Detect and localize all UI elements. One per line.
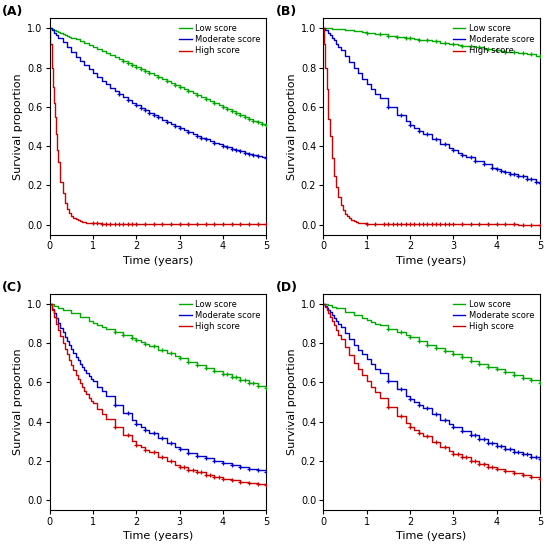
- Legend: Low score, Moderate score, High score: Low score, Moderate score, High score: [176, 21, 264, 59]
- Legend: Low score, Moderate score, High score: Low score, Moderate score, High score: [176, 296, 264, 334]
- Text: (D): (D): [276, 281, 298, 294]
- Legend: Low score, Moderate score, High score: Low score, Moderate score, High score: [449, 21, 537, 59]
- X-axis label: Time (years): Time (years): [397, 256, 467, 266]
- Legend: Low score, Moderate score, High score: Low score, Moderate score, High score: [449, 296, 537, 334]
- Text: (C): (C): [2, 281, 23, 294]
- Y-axis label: Survival proportion: Survival proportion: [13, 349, 23, 455]
- X-axis label: Time (years): Time (years): [123, 256, 193, 266]
- Y-axis label: Survival proportion: Survival proportion: [287, 349, 296, 455]
- Text: (A): (A): [2, 5, 23, 19]
- Y-axis label: Survival proportion: Survival proportion: [13, 73, 23, 180]
- X-axis label: Time (years): Time (years): [397, 531, 467, 541]
- X-axis label: Time (years): Time (years): [123, 531, 193, 541]
- Y-axis label: Survival proportion: Survival proportion: [287, 73, 296, 180]
- Text: (B): (B): [276, 5, 297, 19]
